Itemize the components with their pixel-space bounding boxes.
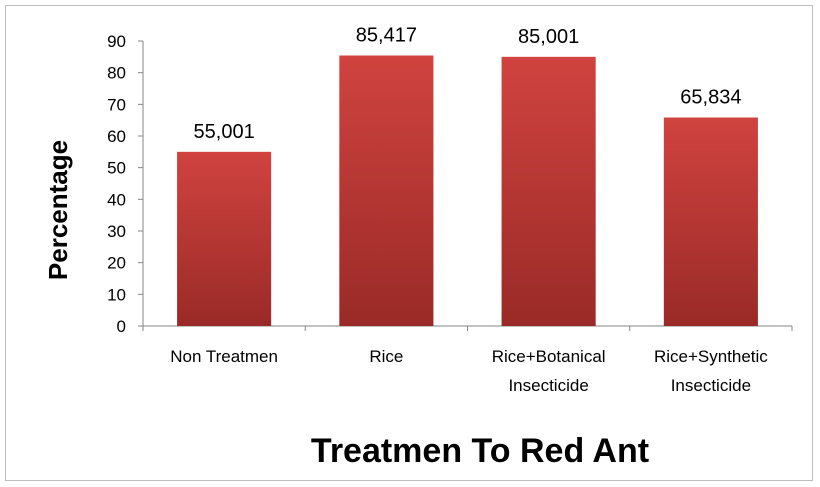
category-label: Rice bbox=[369, 347, 403, 366]
data-label: 85,417 bbox=[356, 25, 417, 47]
category-label: Insecticide bbox=[671, 376, 751, 395]
y-tick-label: 0 bbox=[117, 317, 126, 336]
category-label: Insecticide bbox=[508, 376, 588, 395]
y-tick-label: 30 bbox=[107, 222, 126, 241]
y-tick-label: 60 bbox=[107, 127, 126, 146]
bars bbox=[177, 55, 758, 327]
category-label: Non Treatmen bbox=[170, 347, 278, 366]
y-tick-label: 50 bbox=[107, 159, 126, 178]
category-label: Rice+Synthetic bbox=[654, 347, 768, 366]
data-label: 85,001 bbox=[518, 26, 579, 48]
bar bbox=[501, 56, 596, 326]
labels: 55,001 Non Treatmen 85,417 Rice 85,001 Rice+B… bbox=[170, 25, 768, 395]
bar bbox=[177, 151, 272, 326]
category-label: Rice+Botanical bbox=[492, 347, 606, 366]
y-tick-label: 70 bbox=[107, 95, 126, 114]
y-tick-label: 90 bbox=[107, 32, 126, 51]
bar bbox=[339, 55, 434, 327]
x-axis-label: Treatmen To Red Ant bbox=[311, 432, 649, 470]
y-tick-label: 80 bbox=[107, 64, 126, 83]
y-tick-label: 10 bbox=[107, 285, 126, 304]
bar bbox=[663, 117, 758, 326]
y-axis-label: Percentage bbox=[43, 140, 73, 280]
data-label: 65,834 bbox=[680, 87, 741, 109]
y-tick-label: 20 bbox=[107, 254, 126, 273]
data-label: 55,001 bbox=[194, 121, 255, 143]
y-tick-label: 40 bbox=[107, 190, 126, 209]
